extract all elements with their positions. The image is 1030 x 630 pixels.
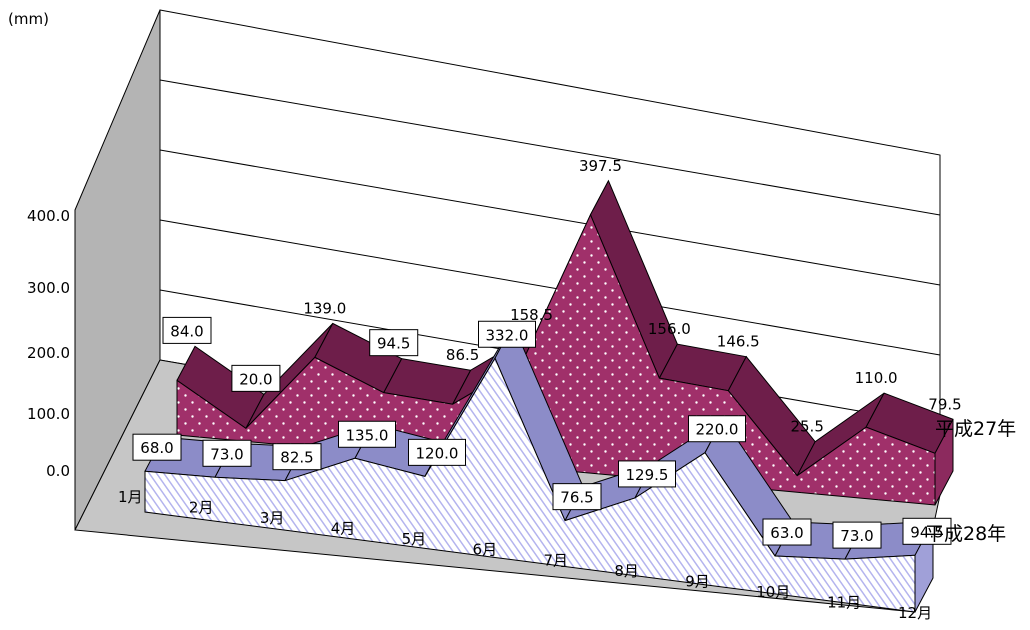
svg-text:156.0: 156.0	[648, 320, 691, 338]
svg-text:332.0: 332.0	[486, 326, 529, 344]
data-label-2015: 397.5	[579, 157, 622, 175]
svg-text:84.0: 84.0	[170, 322, 203, 340]
y-tick-label: 0.0	[46, 462, 70, 480]
data-label-2015: 84.0	[162, 316, 212, 344]
data-label-2015: 94.5	[369, 329, 419, 357]
x-tick-label: 9月	[685, 572, 710, 590]
x-tick-label: 7月	[543, 551, 568, 569]
data-label-2015: 25.5	[790, 418, 823, 436]
x-tick-label: 6月	[473, 541, 498, 559]
x-tick-label: 10月	[756, 583, 790, 601]
series-end-face	[934, 419, 954, 506]
svg-text:397.5: 397.5	[579, 157, 622, 175]
svg-text:63.0: 63.0	[770, 524, 803, 542]
x-tick-label: 3月	[260, 509, 285, 527]
svg-text:129.5: 129.5	[626, 466, 669, 484]
data-label-2016: 120.0	[408, 438, 466, 466]
svg-text:76.5: 76.5	[560, 489, 593, 507]
svg-text:73.0: 73.0	[210, 445, 243, 463]
svg-text:146.5: 146.5	[717, 333, 760, 351]
data-label-2016: 76.5	[552, 483, 602, 511]
data-label-2015: 156.0	[648, 320, 691, 338]
data-label-2016: 82.5	[272, 443, 322, 471]
svg-text:82.5: 82.5	[280, 449, 313, 467]
data-label-2015: 146.5	[717, 333, 760, 351]
svg-text:73.0: 73.0	[840, 527, 873, 545]
data-label-2015: 86.5	[446, 346, 479, 364]
svg-text:86.5: 86.5	[446, 346, 479, 364]
svg-text:158.5: 158.5	[510, 306, 553, 324]
data-label-2015: 79.5	[928, 395, 961, 413]
svg-text:68.0: 68.0	[140, 439, 173, 457]
svg-text:120.0: 120.0	[416, 444, 459, 462]
data-label-2016: 220.0	[688, 415, 746, 443]
svg-text:110.0: 110.0	[855, 369, 898, 387]
x-tick-label: 8月	[614, 562, 639, 580]
y-tick-label: 300.0	[27, 279, 70, 297]
svg-text:79.5: 79.5	[928, 395, 961, 413]
svg-text:139.0: 139.0	[303, 299, 346, 317]
x-tick-label: 2月	[189, 499, 214, 517]
svg-text:25.5: 25.5	[790, 418, 823, 436]
data-label-2016: 332.0	[478, 320, 536, 348]
svg-text:135.0: 135.0	[346, 426, 389, 444]
data-label-2015: 139.0	[303, 299, 346, 317]
data-label-2015: 20.0	[231, 364, 281, 392]
unit-label: (mm)	[8, 10, 49, 28]
data-label-2016: 135.0	[338, 420, 396, 448]
y-tick-label: 100.0	[27, 405, 70, 423]
data-label-2016: 63.0	[762, 518, 812, 546]
series-name-2016: 平成28年	[925, 523, 1006, 545]
x-tick-label: 1月	[118, 488, 143, 506]
data-label-2016: 129.5	[618, 460, 676, 488]
svg-text:94.5: 94.5	[377, 335, 410, 353]
data-label-2015: 158.5	[510, 306, 553, 324]
data-label-2016: 94.5	[902, 517, 952, 545]
x-tick-label: 4月	[331, 520, 356, 538]
svg-text:94.5: 94.5	[910, 523, 943, 541]
data-label-2016: 68.0	[132, 433, 182, 461]
data-label-2016: 73.0	[832, 521, 882, 549]
svg-text:20.0: 20.0	[239, 370, 272, 388]
x-tick-label: 5月	[402, 530, 427, 548]
svg-text:220.0: 220.0	[696, 421, 739, 439]
y-tick-label: 400.0	[27, 207, 70, 225]
y-tick-label: 200.0	[27, 344, 70, 362]
x-tick-label: 11月	[827, 593, 861, 611]
series-name-2015: 平成27年	[935, 418, 1016, 440]
data-label-2016: 73.0	[202, 439, 252, 467]
data-label-2015: 110.0	[855, 369, 898, 387]
x-tick-label: 12月	[898, 604, 932, 622]
